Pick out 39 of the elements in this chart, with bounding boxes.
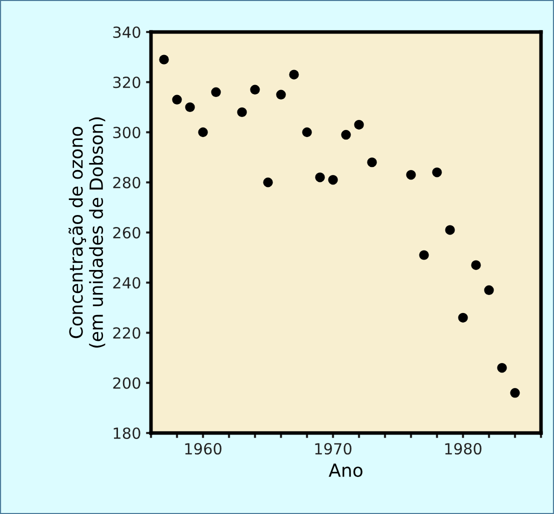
- x-tick-label: 1970: [315, 442, 352, 455]
- y-tick-label: 180: [114, 427, 140, 440]
- y-tick-label: 340: [113, 26, 140, 38]
- point: [406, 170, 416, 180]
- y-tick-label: 320: [113, 76, 140, 88]
- point: [198, 127, 208, 138]
- point: [471, 260, 481, 270]
- point: [159, 54, 169, 64]
- point: [419, 250, 429, 260]
- point: [341, 130, 351, 140]
- y-tick-label: 300: [113, 126, 140, 138]
- point: [302, 127, 312, 138]
- point: [510, 388, 520, 398]
- point: [367, 157, 377, 168]
- point: [185, 102, 195, 112]
- y-tick-label: 260: [113, 226, 140, 239]
- point: [172, 94, 182, 105]
- point: [328, 175, 338, 185]
- x-axis-title: Ano: [328, 464, 362, 478]
- point: [497, 362, 507, 373]
- point: [263, 178, 273, 188]
- point: [445, 225, 455, 235]
- point: [237, 107, 247, 118]
- point: [484, 285, 494, 296]
- point: [432, 167, 442, 178]
- y-tick-label: 240: [113, 277, 140, 289]
- y-tick-label: 200: [113, 377, 140, 389]
- x-tick-label: 1980: [445, 442, 482, 455]
- y-tick-label: 220: [113, 327, 140, 339]
- y-axis-title: Concentração de ozono (em unidades de Dobson): [68, 117, 106, 348]
- point: [354, 120, 364, 130]
- x-tick-label: 1960: [185, 442, 222, 455]
- point: [211, 87, 221, 98]
- y-tick-label: 280: [113, 176, 140, 188]
- point: [315, 172, 325, 182]
- point: [276, 90, 286, 100]
- point: [458, 312, 468, 323]
- point: [289, 70, 299, 80]
- point: [250, 84, 260, 95]
